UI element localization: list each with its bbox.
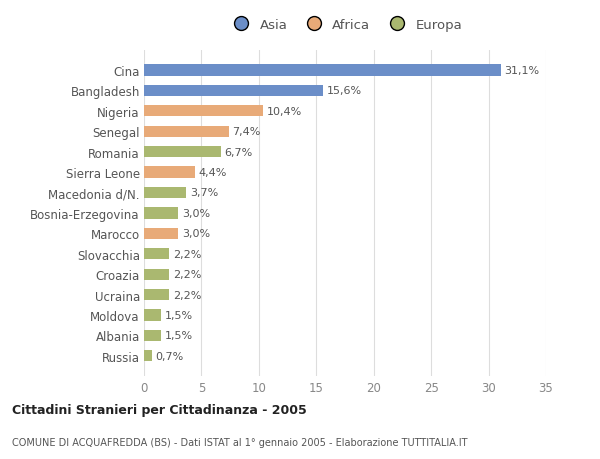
Bar (144, 167, 194, 178)
Bar (144, 106, 263, 117)
Bar (144, 289, 169, 301)
Bar (144, 269, 169, 280)
Text: 1,5%: 1,5% (164, 330, 193, 341)
Text: 10,4%: 10,4% (267, 106, 302, 117)
Text: Cittadini Stranieri per Cittadinanza - 2005: Cittadini Stranieri per Cittadinanza - 2… (12, 403, 307, 416)
Text: 3,7%: 3,7% (190, 188, 218, 198)
Text: 2,2%: 2,2% (173, 249, 201, 259)
Text: 7,4%: 7,4% (232, 127, 261, 137)
Text: 15,6%: 15,6% (326, 86, 362, 96)
Text: 2,2%: 2,2% (173, 269, 201, 280)
Text: 0,7%: 0,7% (155, 351, 184, 361)
Bar (144, 330, 161, 341)
Text: 6,7%: 6,7% (224, 147, 253, 157)
Bar (144, 147, 221, 158)
Bar (144, 208, 178, 219)
Text: COMUNE DI ACQUAFREDDA (BS) - Dati ISTAT al 1° gennaio 2005 - Elaborazione TUTTIT: COMUNE DI ACQUAFREDDA (BS) - Dati ISTAT … (12, 437, 467, 447)
Text: 2,2%: 2,2% (173, 290, 201, 300)
Text: 1,5%: 1,5% (164, 310, 193, 320)
Bar (144, 249, 169, 260)
Text: 3,0%: 3,0% (182, 229, 210, 239)
Bar (144, 65, 501, 77)
Text: 3,0%: 3,0% (182, 208, 210, 218)
Text: 31,1%: 31,1% (505, 66, 540, 76)
Bar (144, 350, 152, 362)
Bar (144, 187, 187, 199)
Bar (144, 86, 323, 97)
Text: 4,4%: 4,4% (198, 168, 226, 178)
Bar (144, 126, 229, 138)
Bar (144, 310, 161, 321)
Bar (144, 228, 178, 240)
Legend: Asia, Africa, Europa: Asia, Africa, Europa (224, 15, 466, 36)
